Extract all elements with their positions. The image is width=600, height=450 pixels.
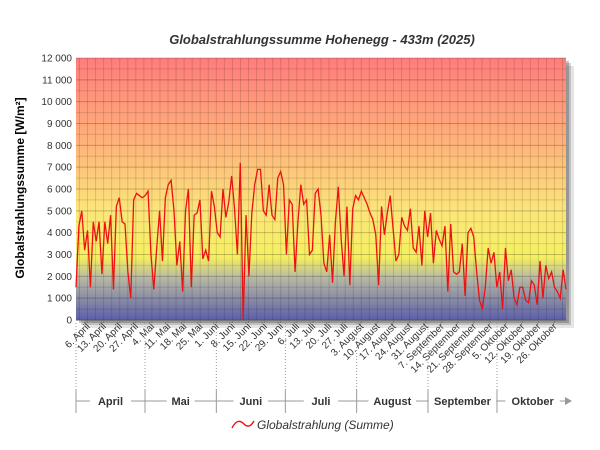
month-label-bg	[428, 394, 497, 408]
y-tick-label: 9 000	[47, 119, 72, 130]
month-label-bg	[90, 394, 132, 408]
month-axis: April Mai Juni Juli August September Oktober	[75, 323, 572, 413]
grid	[76, 57, 566, 321]
month-label: April	[98, 396, 123, 408]
y-tick-label: 8 000	[47, 141, 72, 152]
y-tick-label: 3 000	[47, 250, 72, 261]
y-tick-label: 0	[66, 316, 72, 327]
legend: Globalstrahlung (Summe)	[231, 418, 394, 432]
month-label: Oktober	[512, 396, 555, 408]
month-label-bg	[368, 394, 417, 408]
month-label-bg	[303, 394, 339, 408]
month-label: Juli	[312, 396, 331, 408]
chart-title: Globalstrahlungssumme Hohenegg - 433m (2…	[169, 32, 475, 47]
y-tick-label: 6 000	[47, 185, 72, 196]
month-label-bg	[505, 394, 560, 408]
y-tick-label: 2 000	[47, 272, 72, 283]
y-tick-label: 5 000	[47, 206, 72, 217]
legend-label: Globalstrahlung (Summe)	[257, 418, 394, 432]
y-tick-label: 4 000	[47, 228, 72, 239]
month-label-bg	[166, 394, 195, 408]
y-tick-label: 12 000	[41, 54, 72, 65]
y-axis-ticks: 0 1 000 2 000 3 000 4 000 5 000 6 000 7 000 8 00…	[41, 54, 72, 327]
month-label-bg	[233, 394, 269, 408]
month-label: September	[434, 396, 492, 408]
series-line-globalstrahlung	[75, 162, 567, 321]
month-label: Mai	[171, 396, 189, 408]
y-axis-label: Globalstrahlungssumme [W/m²]	[13, 97, 27, 278]
y-tick-label: 10 000	[41, 97, 72, 108]
y-tick-label: 11 000	[42, 75, 72, 86]
y-tick-label: 7 000	[47, 163, 72, 174]
plot-background	[76, 58, 566, 320]
y-tick-label: 1 000	[47, 294, 72, 305]
month-label: August	[373, 396, 411, 408]
month-axis-arrow	[565, 397, 572, 405]
legend-swatch	[231, 420, 255, 429]
month-label: Juni	[240, 396, 263, 408]
